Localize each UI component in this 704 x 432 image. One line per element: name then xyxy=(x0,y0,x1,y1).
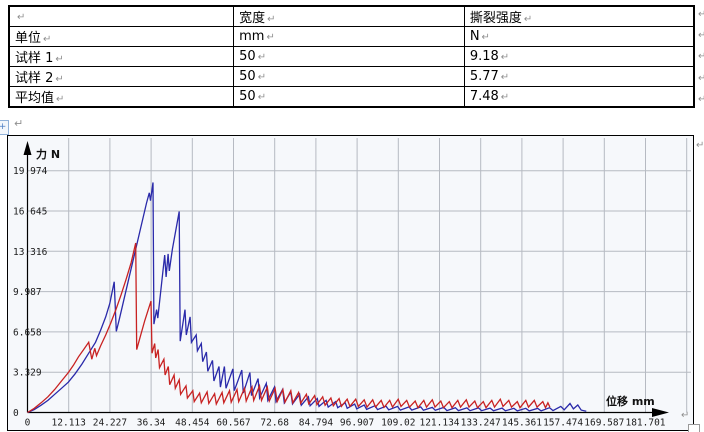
cell-text: 宽度 xyxy=(239,11,266,26)
cell-text: 撕裂强度 xyxy=(469,11,522,26)
cell-end-mark: ↵ xyxy=(257,52,267,63)
x-tick-label: 96.907 xyxy=(340,418,374,429)
series-red-specimen-2 xyxy=(27,242,551,414)
cell-end-mark: ↵ xyxy=(500,92,510,103)
cell-end-mark: ↵ xyxy=(257,72,267,83)
paragraph-mark: ↵ xyxy=(698,9,704,20)
table-cell[interactable]: 宽度 ↵ xyxy=(233,5,465,27)
table-cell[interactable]: 50 ↵ xyxy=(233,86,465,108)
y-tick-label: 19.974 xyxy=(13,166,48,177)
table-cell[interactable]: mm ↵ xyxy=(233,26,465,47)
cell-text: N xyxy=(469,29,480,44)
table-cell[interactable]: 5.77 ↵ xyxy=(463,66,695,87)
table-cell[interactable]: 9.18 ↵ xyxy=(463,46,695,67)
x-tick-label: 84.794 xyxy=(299,418,334,429)
x-tick-label: 133.247 xyxy=(461,418,501,429)
cell-end-mark: ↵ xyxy=(481,32,490,43)
table-row: 试样 2 ↵ 50 ↵ 5.77 ↵ xyxy=(8,66,695,87)
table-cell[interactable]: ↵ xyxy=(8,5,235,27)
paragraph-mark: ↵ xyxy=(14,117,24,130)
table-cell[interactable]: 50 ↵ xyxy=(233,46,465,67)
table-cell[interactable]: 试样 1 ↵ xyxy=(8,46,235,67)
cell-end-mark: ↵ xyxy=(56,94,65,105)
cell-end-mark: ↵ xyxy=(267,14,276,25)
series-blue-specimen-1 xyxy=(27,182,587,414)
y-tick-label: 13.316 xyxy=(13,247,48,258)
y-tick-label: 0 xyxy=(13,408,19,419)
text-boundary-mark xyxy=(688,424,700,432)
cell-text: 50 xyxy=(239,89,256,104)
x-tick-label: 60.567 xyxy=(216,418,250,429)
cell-text: 7.48 xyxy=(469,89,499,104)
x-tick-label: 0 xyxy=(25,418,31,429)
cell-text: 50 xyxy=(239,69,256,84)
y-tick-label: 3.329 xyxy=(13,368,42,379)
tick-labels: 0 3.329 6.658 9.987 13.316 16.645 19.974 0 12.11… xyxy=(13,166,666,428)
table-row: 平均值 ↵ 50 ↵ 7.48 ↵ xyxy=(8,86,695,108)
cell-end-mark: ↵ xyxy=(523,14,533,25)
paragraph-mark: ↵ xyxy=(698,51,704,63)
cell-end-mark: ↵ xyxy=(257,92,267,103)
y-tick-label: 6.658 xyxy=(13,327,42,338)
table-row: ↵ 宽度 ↵ 撕裂强度 ↵ xyxy=(8,5,695,27)
x-axis-title: 位移 mm xyxy=(606,394,655,408)
paragraph-mark: ↵ xyxy=(698,30,704,42)
x-tick-label: 157.474 xyxy=(543,418,583,429)
x-tick-label: 24.227 xyxy=(93,418,127,429)
cell-text: 9.18 xyxy=(469,49,499,64)
data-series xyxy=(27,182,587,414)
cell-text: 50 xyxy=(239,49,256,64)
cell-end-mark: ↵ xyxy=(500,52,510,63)
cell-text: 试样 2 xyxy=(15,71,54,86)
chart-area[interactable]: 0 3.329 6.658 9.987 13.316 16.645 19.974 0 12.11… xyxy=(7,135,694,431)
table-cell[interactable]: 撕裂强度 ↵ xyxy=(463,5,695,27)
x-tick-label: 121.134 xyxy=(419,418,459,429)
x-axis-arrow-icon xyxy=(652,408,669,417)
paragraph-mark: ↵ xyxy=(698,72,704,84)
table-cell[interactable]: 50 ↵ xyxy=(233,66,465,87)
table-cell[interactable]: 试样 2 ↵ xyxy=(8,66,235,87)
cell-text: 试样 1 xyxy=(15,51,54,66)
x-tick-label: 48.454 xyxy=(175,418,210,429)
cell-text: mm xyxy=(239,29,265,44)
paragraph-mark: ↵ xyxy=(681,410,690,421)
cell-end-mark: ↵ xyxy=(55,74,64,85)
x-tick-label: 169.587 xyxy=(584,418,624,429)
cell-text: 平均值 xyxy=(15,91,55,106)
y-axis-title: 力 N xyxy=(36,147,60,161)
y-tick-label: 9.987 xyxy=(13,287,42,298)
table-cell[interactable]: 单位 ↵ xyxy=(8,26,235,47)
table-row: 单位 ↵ mm ↵ N ↵ xyxy=(8,26,695,47)
y-tick-label: 16.645 xyxy=(13,207,47,218)
cell-text: 5.77 xyxy=(469,69,499,84)
cell-end-mark: ↵ xyxy=(266,32,275,43)
results-table: ↵ 宽度 ↵ 撕裂强度 ↵ 单位 ↵ mm ↵ N ↵ 试样 1 ↵ 50 ↵ 9.18 ↵ 试样 2 ↵ 50 ↵ 5.… xyxy=(8,5,695,108)
x-tick-label: 181.701 xyxy=(625,418,665,429)
x-tick-label: 12.113 xyxy=(52,418,86,429)
table-cell[interactable]: N ↵ xyxy=(463,26,695,47)
y-axis-arrow-icon xyxy=(23,141,32,155)
gridlines xyxy=(27,138,691,413)
cell-end-mark: ↵ xyxy=(500,72,510,83)
object-anchor-icon[interactable]: + xyxy=(0,120,9,135)
table-cell[interactable]: 平均值 ↵ xyxy=(8,86,235,108)
x-tick-label: 72.68 xyxy=(260,418,289,429)
paragraph-mark: ↵ xyxy=(698,93,704,105)
x-tick-label: 109.02 xyxy=(381,418,415,429)
force-displacement-chart[interactable]: 0 3.329 6.658 9.987 13.316 16.645 19.974 0 12.11… xyxy=(8,136,693,430)
x-tick-label: 36.34 xyxy=(137,418,166,429)
table-cell[interactable]: 7.48 ↵ xyxy=(463,86,695,108)
paragraph-mark: ↵ xyxy=(696,140,704,151)
x-tick-label: 145.361 xyxy=(502,418,542,429)
cell-end-mark: ↵ xyxy=(43,34,52,45)
table-row: 试样 1 ↵ 50 ↵ 9.18 ↵ xyxy=(8,46,695,67)
cell-end-mark: ↵ xyxy=(17,12,26,23)
cell-text: 单位 xyxy=(15,31,42,46)
axes xyxy=(23,141,669,417)
cell-end-mark: ↵ xyxy=(55,54,64,65)
